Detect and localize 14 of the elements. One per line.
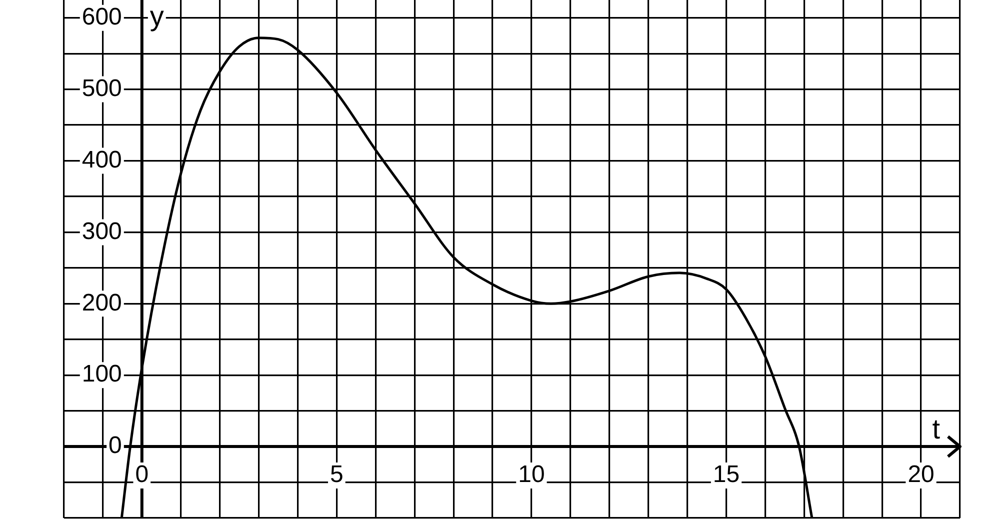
y-tick-label: 0 bbox=[108, 432, 122, 460]
x-tick-label: 15 bbox=[712, 461, 740, 488]
x-axis-title: t bbox=[932, 413, 940, 444]
x-tick-label: 5 bbox=[330, 461, 344, 488]
y-tick-label: 400 bbox=[82, 146, 122, 174]
x-tick-label: 0 bbox=[135, 461, 149, 488]
y-axis-title: y bbox=[150, 0, 164, 32]
x-tick-label: 10 bbox=[518, 461, 545, 488]
y-tick-label: 100 bbox=[82, 360, 122, 388]
y-tick-label: 600 bbox=[82, 3, 122, 30]
x-tick-label: 20 bbox=[908, 461, 934, 488]
y-tick-label: 300 bbox=[82, 218, 122, 245]
y-tick-label: 200 bbox=[82, 289, 122, 316]
y-tick-label: 500 bbox=[82, 74, 122, 102]
